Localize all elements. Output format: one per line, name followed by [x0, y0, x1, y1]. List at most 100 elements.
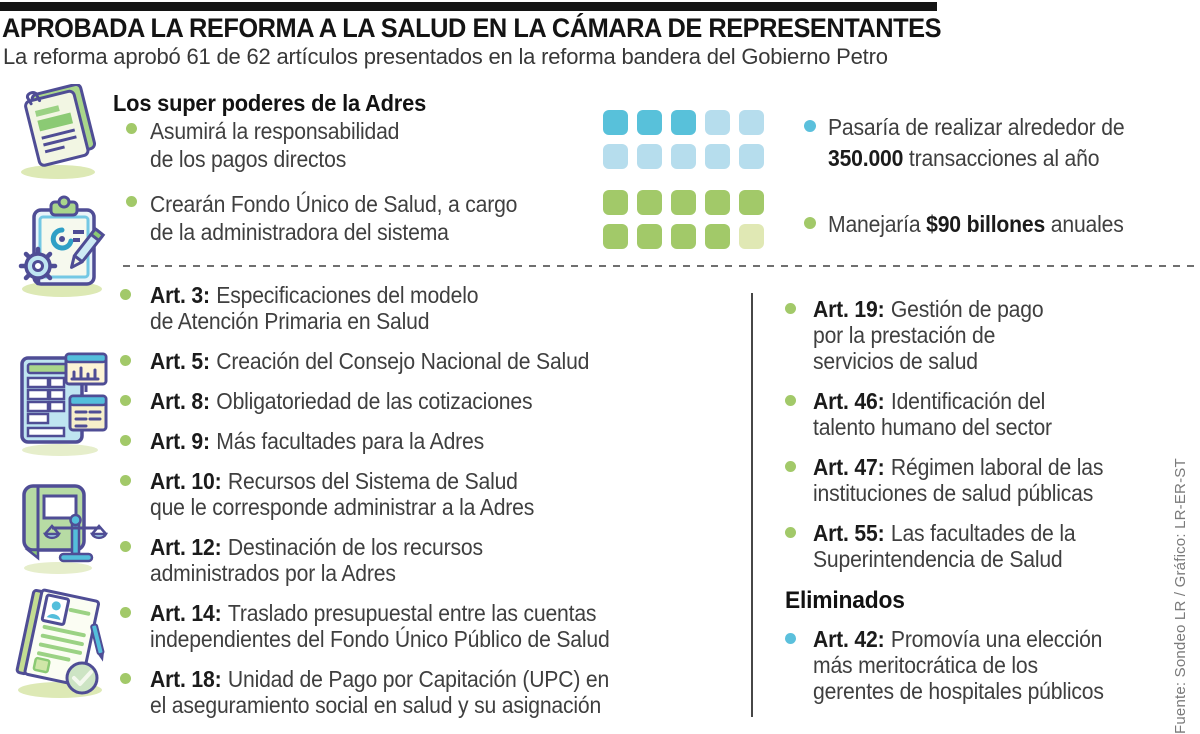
page-subtitle: La reforma aprobó 61 de 62 artículos pre…: [3, 44, 888, 69]
bullet-dot: [126, 123, 137, 134]
article-line: Art. 5: Creación del Consejo Nacional de …: [150, 348, 589, 374]
bullet-dot: [785, 303, 796, 314]
article-line-text: Unidad de Pago por Capitación (UPC) en: [227, 666, 610, 692]
article-line-text: Régimen laboral de las: [890, 454, 1104, 480]
article-line-text: Recursos del Sistema de Salud: [227, 468, 518, 494]
article-number: Art. 55:: [813, 520, 885, 546]
pictogram-square: [671, 224, 696, 249]
article-text: Art. 18: Unidad de Pago por Capitación (U…: [150, 666, 609, 718]
pictogram-square: [739, 144, 764, 169]
article-item: Art. 10: Recursos del Sistema de Salud qu…: [120, 468, 760, 520]
bullet-dot: [120, 475, 131, 486]
bullet-dot: [120, 607, 131, 618]
bullet-item: Crearán Fondo Único de Salud, a cargo de…: [126, 190, 626, 246]
clipboard-checklist-icon: [10, 194, 110, 303]
stat-bold-value: 350.000: [828, 145, 904, 171]
article-line: Art. 46: Identificación del: [813, 388, 1052, 414]
adres-bullet-list: Asumirá la responsabilidad de los pagos …: [126, 117, 626, 263]
bullet-dot: [120, 355, 131, 366]
bullet-dot: [785, 395, 796, 406]
article-line: Art. 47: Régimen laboral de las: [813, 454, 1103, 480]
pictogram-square: [739, 190, 764, 215]
article-number: Art. 47:: [813, 454, 885, 480]
bullet-text: Crearán Fondo Único de Salud, a cargo de…: [150, 190, 517, 246]
article-item: Art. 8: Obligatoriedad de las cotizacione…: [120, 388, 760, 414]
article-text: Art. 55: Las facultades de la Superintend…: [813, 520, 1076, 572]
page-title: APROBADA LA REFORMA A LA SALUD EN LA CÁM…: [2, 13, 942, 43]
article-number: Art. 18:: [150, 666, 222, 692]
stat-line: Pasaría de realizar alrededor de: [828, 114, 1125, 140]
article-number: Art. 19:: [813, 296, 885, 322]
spreadsheet-chart-icon: [10, 350, 110, 463]
pictogram-square: [671, 110, 696, 135]
stat-line-text: anuales: [1045, 211, 1124, 237]
pictogram-square: [705, 190, 730, 215]
article-item: Art. 18: Unidad de Pago por Capitación (U…: [120, 666, 760, 718]
bullet-dot: [120, 673, 131, 684]
article-text: Art. 14: Traslado presupuestal entre las …: [150, 600, 610, 652]
article-number: Art. 5:: [150, 348, 210, 374]
bullet-dot: [120, 289, 131, 300]
bullet-dot: [120, 395, 131, 406]
bullet-dot: [120, 541, 131, 552]
article-line: Art. 3: Especificaciones del modelo: [150, 282, 479, 308]
bullet-dot: [804, 120, 816, 132]
article-line: más meritocrática de los: [813, 652, 1038, 678]
pictogram-square: [739, 110, 764, 135]
article-line-text: Traslado presupuestal entre las cuentas: [227, 600, 597, 626]
article-line: Art. 10: Recursos del Sistema de Salud: [150, 468, 534, 494]
article-text: Art. 42: Promovía una elección más merito…: [813, 626, 1104, 704]
article-number: Art. 3:: [150, 282, 210, 308]
article-item: Art. 5: Creación del Consejo Nacional de …: [120, 348, 760, 374]
stat-text: Manejaría $90 billones anuales: [828, 209, 1124, 240]
article-number: Art. 9:: [150, 428, 210, 454]
article-number: Art. 12:: [150, 534, 222, 560]
pictogram-square: [705, 144, 730, 169]
article-text: Art. 10: Recursos del Sistema de Salud qu…: [150, 468, 534, 520]
stat-line-text: transacciones al año: [903, 145, 1100, 171]
article-item: Art. 12: Destinación de los recursos admi…: [120, 534, 760, 586]
horizontal-dashed-divider: [123, 265, 1197, 267]
bullet-dot: [785, 461, 796, 472]
bullet-dot: [785, 633, 796, 644]
pictogram-square: [739, 224, 764, 249]
article-line: administrados por la Adres: [150, 560, 396, 586]
section-heading-adres: Los super poderes de la Adres: [113, 90, 427, 116]
article-line-text: Destinación de los recursos: [227, 534, 483, 560]
article-line: Art. 19: Gestión de pago: [813, 296, 1044, 322]
pictogram-square: [603, 190, 628, 215]
article-line: Art. 42: Promovía una elección: [813, 626, 1104, 652]
article-item: Art. 19: Gestión de pago por la prestació…: [785, 296, 1175, 374]
article-line: instituciones de salud públicas: [813, 480, 1094, 506]
article-item: Art. 9: Más facultades para la Adres: [120, 428, 760, 454]
bullet-text: Asumirá la responsabilidad de los pagos …: [150, 117, 399, 173]
stat-line: Manejaría $90 billones anuales: [828, 209, 1124, 240]
article-line: por la prestación de: [813, 322, 996, 348]
article-line: Art. 18: Unidad de Pago por Capitación (U…: [150, 666, 609, 692]
article-line-text: Las facultades de la: [890, 520, 1076, 546]
article-line: Art. 12: Destinación de los recursos: [150, 534, 483, 560]
article-text: Art. 19: Gestión de pago por la prestació…: [813, 296, 1044, 374]
article-line-text: Promovía una elección: [890, 626, 1103, 652]
article-line: talento humano del sector: [813, 414, 1052, 440]
article-line: de Atención Primaria en Salud: [150, 308, 430, 334]
article-text: Art. 9: Más facultades para la Adres: [150, 428, 484, 454]
vertical-column-divider: [751, 293, 753, 717]
article-number: Art. 42:: [813, 626, 885, 652]
article-number: Art. 8:: [150, 388, 210, 414]
pictogram-square: [603, 144, 628, 169]
article-text: Art. 3: Especificaciones del modelo de At…: [150, 282, 479, 334]
article-number: Art. 10:: [150, 468, 222, 494]
bullet-dot: [785, 527, 796, 538]
pictogram-square: [671, 144, 696, 169]
bullet-dot: [126, 196, 137, 207]
law-book-scales-icon: [12, 476, 108, 581]
article-item: Art. 14: Traslado presupuestal entre las …: [120, 600, 760, 652]
article-item-eliminated: Art. 42: Promovía una elección más merito…: [785, 626, 1175, 704]
stat-line: 350.000 transacciones al año: [828, 143, 1124, 174]
article-item: Art. 46: Identificación del talento human…: [785, 388, 1175, 440]
bullet-line: de la administradora del sistema: [150, 219, 449, 245]
stat-text: Pasaría de realizar alrededor de 350.000…: [828, 112, 1125, 174]
article-text: Art. 47: Régimen laboral de las instituci…: [813, 454, 1103, 506]
pictogram-square: [671, 190, 696, 215]
